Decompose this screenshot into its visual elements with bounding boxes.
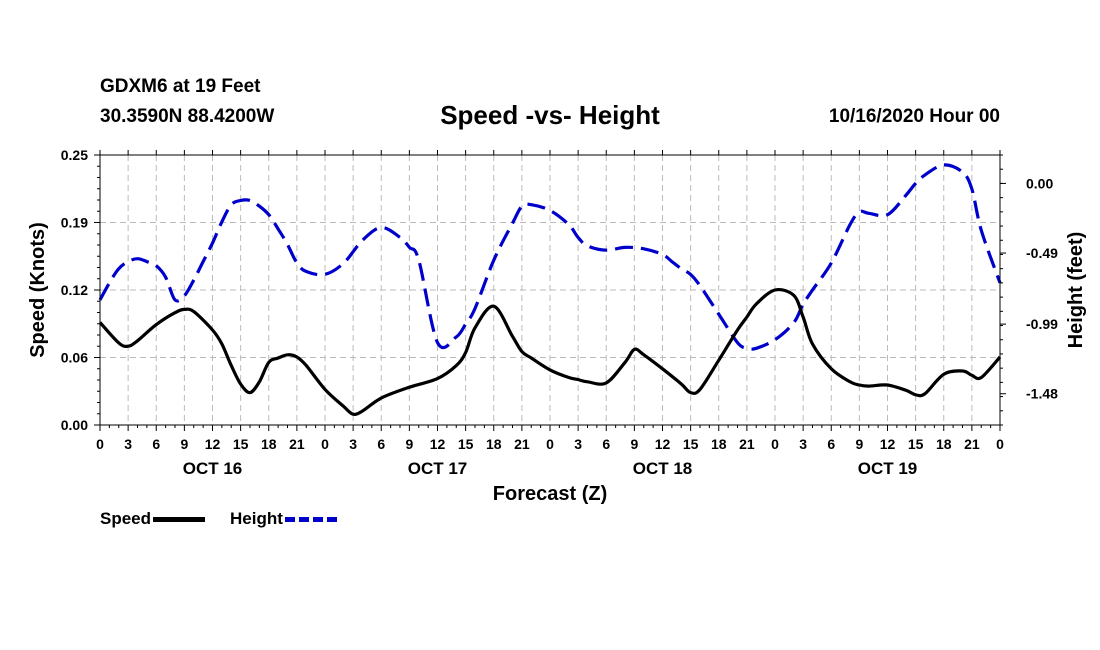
legend-height-swatch — [284, 516, 337, 522]
x-tick-label: 18 — [261, 436, 277, 452]
x-tick-label: 21 — [289, 436, 305, 452]
y-tick-label: 0.25 — [61, 147, 88, 163]
x-axis-title: Forecast (Z) — [493, 483, 607, 505]
x-tick-label: 6 — [152, 436, 160, 452]
forecast-date: 10/16/2020 Hour 00 — [828, 106, 1000, 127]
day-label: OCT 17 — [408, 459, 468, 478]
x-tick-label: 0 — [546, 436, 554, 452]
x-tick-label: 15 — [908, 436, 924, 452]
y2-tick-label: -1.48 — [1026, 386, 1058, 402]
station-coordinates: 30.3590N 88.4200W — [100, 106, 275, 127]
day-label: OCT 19 — [858, 459, 918, 478]
legend-speed: Speed — [100, 509, 206, 529]
series-layer — [98, 163, 1002, 416]
x-tick-label: 9 — [405, 436, 413, 452]
x-tick-label: 6 — [827, 436, 835, 452]
y-tick-label: 0.00 — [61, 417, 88, 433]
x-tick-label: 12 — [430, 436, 446, 452]
y-tick-label: 0.06 — [61, 350, 88, 366]
day-label: OCT 16 — [183, 459, 243, 478]
x-tick-label: 12 — [880, 436, 896, 452]
legend-speed-label: Speed — [100, 509, 152, 528]
x-tick-label: 21 — [514, 436, 530, 452]
x-tick-label: 0 — [96, 436, 104, 452]
x-tick-label: 15 — [683, 436, 699, 452]
x-tick-label: 18 — [486, 436, 502, 452]
y2-tick-label: 0.00 — [1026, 175, 1053, 191]
x-tick-label: 12 — [205, 436, 221, 452]
speed-series-line — [98, 288, 1002, 416]
legend-height-label: Height — [230, 509, 283, 528]
x-tick-label: 12 — [655, 436, 671, 452]
labels-layer: 0 3 6 9 12 15 18 21 0 3 6 9 12 15 18 21 0 3 6 9 12 15 18 21 0 3 6 9… — [27, 147, 1087, 505]
y2-tick-label: -0.49 — [1026, 245, 1058, 261]
legend-speed-swatch — [153, 516, 206, 522]
x-tick-label: 9 — [180, 436, 188, 452]
x-tick-label: 3 — [349, 436, 357, 452]
x-tick-label: 0 — [771, 436, 779, 452]
height-series-line — [98, 163, 1002, 351]
x-tick-label: 21 — [964, 436, 980, 452]
chart-title: Speed -vs- Height — [440, 100, 660, 130]
y2-tick-label: -0.99 — [1026, 316, 1058, 332]
x-tick-label: 6 — [602, 436, 610, 452]
station-name: GDXM6 at 19 Feet — [100, 76, 261, 97]
x-tick-label: 21 — [739, 436, 755, 452]
frame-layer — [94, 150, 1006, 431]
day-label: OCT 18 — [633, 459, 693, 478]
y2-axis-title: Height (feet) — [1065, 232, 1087, 349]
x-tick-label: 15 — [233, 436, 249, 452]
x-tick-label: 6 — [377, 436, 385, 452]
x-tick-label: 3 — [124, 436, 132, 452]
x-tick-label: 0 — [996, 436, 1004, 452]
x-tick-label: 9 — [855, 436, 863, 452]
x-tick-label: 18 — [711, 436, 727, 452]
x-tick-label: 15 — [458, 436, 474, 452]
x-tick-label: 0 — [321, 436, 329, 452]
x-tick-label: 3 — [574, 436, 582, 452]
legend-height: Height — [230, 509, 337, 529]
x-tick-label: 9 — [630, 436, 638, 452]
x-tick-label: 18 — [936, 436, 952, 452]
y-axis-title: Speed (Knots) — [27, 222, 49, 358]
y-tick-label: 0.19 — [61, 215, 88, 231]
grid-layer — [100, 155, 1000, 425]
y-tick-label: 0.12 — [61, 282, 88, 298]
x-tick-label: 3 — [799, 436, 807, 452]
